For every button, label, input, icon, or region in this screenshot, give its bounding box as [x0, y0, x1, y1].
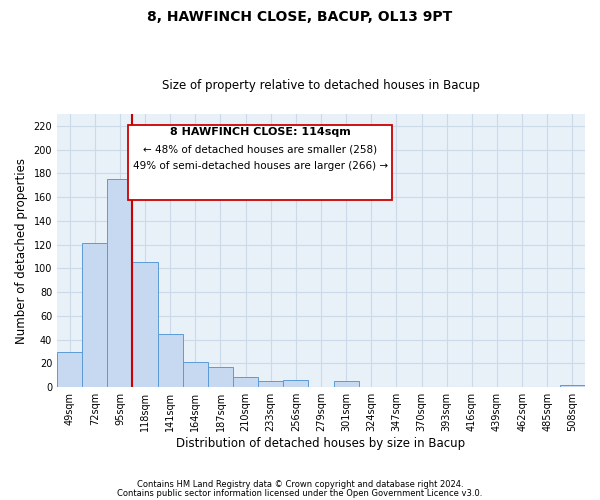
Bar [133, 262, 158, 387]
Text: 8 HAWFINCH CLOSE: 114sqm: 8 HAWFINCH CLOSE: 114sqm [170, 127, 350, 137]
Bar [258, 382, 283, 387]
Text: ← 48% of detached houses are smaller (258): ← 48% of detached houses are smaller (25… [143, 144, 377, 154]
X-axis label: Distribution of detached houses by size in Bacup: Distribution of detached houses by size … [176, 437, 466, 450]
Text: Contains public sector information licensed under the Open Government Licence v3: Contains public sector information licen… [118, 490, 482, 498]
Bar [57, 352, 82, 387]
Bar [208, 367, 233, 387]
Bar [560, 385, 585, 387]
Bar [283, 380, 308, 387]
Bar [233, 376, 258, 387]
Text: 49% of semi-detached houses are larger (266) →: 49% of semi-detached houses are larger (… [133, 162, 388, 172]
Bar [334, 382, 359, 387]
Text: Contains HM Land Registry data © Crown copyright and database right 2024.: Contains HM Land Registry data © Crown c… [137, 480, 463, 489]
Text: 8, HAWFINCH CLOSE, BACUP, OL13 9PT: 8, HAWFINCH CLOSE, BACUP, OL13 9PT [148, 10, 452, 24]
Bar [183, 362, 208, 387]
FancyBboxPatch shape [128, 125, 392, 200]
Bar [82, 244, 107, 387]
Y-axis label: Number of detached properties: Number of detached properties [15, 158, 28, 344]
Title: Size of property relative to detached houses in Bacup: Size of property relative to detached ho… [162, 79, 480, 92]
Bar [158, 334, 183, 387]
Bar [107, 180, 133, 387]
